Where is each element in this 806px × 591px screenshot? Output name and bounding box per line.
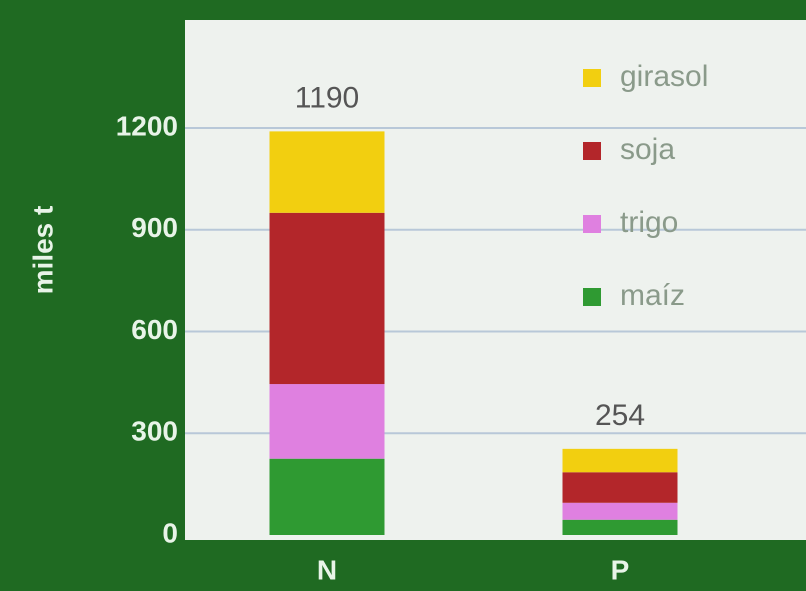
y-tick-label: 900 (131, 212, 178, 243)
bar-segment (562, 519, 678, 535)
legend-label: trigo (620, 206, 678, 239)
bar-segment (269, 212, 385, 385)
legend-swatch (583, 288, 601, 306)
y-tick-label: 300 (131, 416, 178, 447)
legend-label: maíz (620, 279, 685, 312)
legend-swatch (583, 215, 601, 233)
bar-segment (562, 472, 678, 503)
y-tick-label: 600 (131, 314, 178, 345)
x-tick-label: P (611, 554, 630, 585)
legend-label: girasol (620, 60, 708, 93)
bar-segment (269, 131, 385, 213)
bar-segment (562, 502, 678, 520)
bar-segment (562, 448, 678, 473)
x-tick-label: N (317, 554, 337, 585)
y-axis-label: miles t (27, 206, 58, 295)
y-tick-label: 0 (162, 517, 178, 548)
legend-label: soja (620, 133, 675, 166)
total-label: 1190 (295, 81, 360, 114)
total-label: 254 (595, 399, 645, 432)
bar-segment (269, 384, 385, 459)
bar-segment (269, 458, 385, 535)
legend-swatch (583, 69, 601, 87)
y-tick-label: 1200 (116, 110, 178, 141)
legend-swatch (583, 142, 601, 160)
